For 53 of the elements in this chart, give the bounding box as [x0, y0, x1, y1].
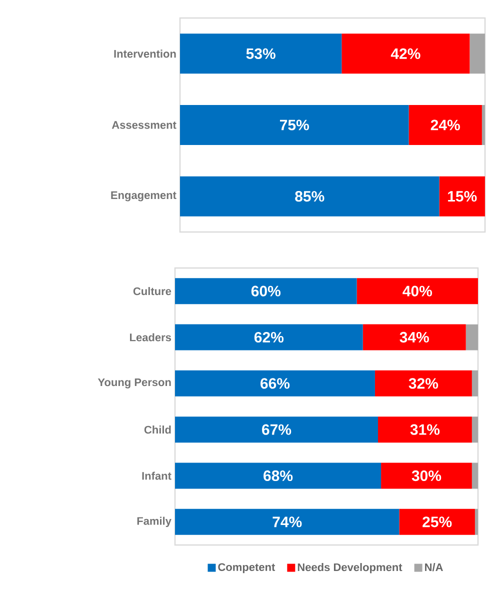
bar — [174, 508, 400, 535]
data-label: 53% — [246, 48, 276, 59]
y-tick-label: Young Person — [98, 378, 171, 388]
bar — [180, 105, 409, 145]
bar — [466, 324, 478, 350]
data-label: 25% — [422, 516, 452, 528]
bar — [356, 278, 478, 304]
data-label: 62% — [254, 332, 284, 343]
bar — [470, 34, 485, 74]
legend-label: Competent — [218, 563, 276, 574]
bar — [472, 370, 478, 396]
data-label: 67% — [262, 424, 292, 435]
legend-label: Needs Development — [298, 563, 402, 574]
bar — [381, 462, 472, 489]
data-label: 75% — [280, 120, 309, 130]
y-tick-label: Engagement — [111, 191, 176, 202]
bar — [174, 324, 363, 350]
data-label: 85% — [295, 191, 324, 202]
bar — [342, 34, 470, 74]
data-label: 31% — [410, 424, 440, 435]
bar — [374, 370, 472, 396]
y-tick-label: Infant — [142, 472, 172, 480]
data-label: 34% — [400, 332, 429, 343]
bar — [378, 416, 472, 443]
data-label: 32% — [408, 378, 438, 389]
data-label: 42% — [390, 48, 420, 59]
bar — [472, 462, 478, 489]
y-tick-label: Intervention — [114, 50, 176, 58]
bar — [174, 462, 382, 489]
bar — [174, 370, 375, 396]
y-tick-label: Culture — [133, 287, 172, 296]
bar — [180, 34, 342, 74]
data-label: 68% — [264, 470, 293, 482]
bar — [439, 176, 485, 216]
data-label: 74% — [272, 516, 302, 528]
data-label: 30% — [412, 470, 442, 482]
bar — [408, 105, 482, 145]
bar — [180, 176, 440, 216]
data-label: 24% — [430, 120, 460, 130]
bar — [399, 508, 475, 535]
data-label: 15% — [448, 191, 477, 202]
data-label: 66% — [260, 378, 290, 389]
bar — [362, 324, 466, 350]
bar — [472, 416, 478, 443]
bar — [174, 278, 357, 304]
y-tick-label: Assessment — [112, 121, 176, 129]
data-label: 40% — [402, 286, 432, 296]
y-tick-label: Child — [144, 426, 171, 434]
y-tick-label: Leaders — [130, 333, 172, 342]
legend-label: N/A — [425, 563, 443, 572]
y-tick-label: Family — [137, 516, 172, 528]
bar — [174, 416, 378, 443]
data-label: 60% — [251, 286, 281, 296]
